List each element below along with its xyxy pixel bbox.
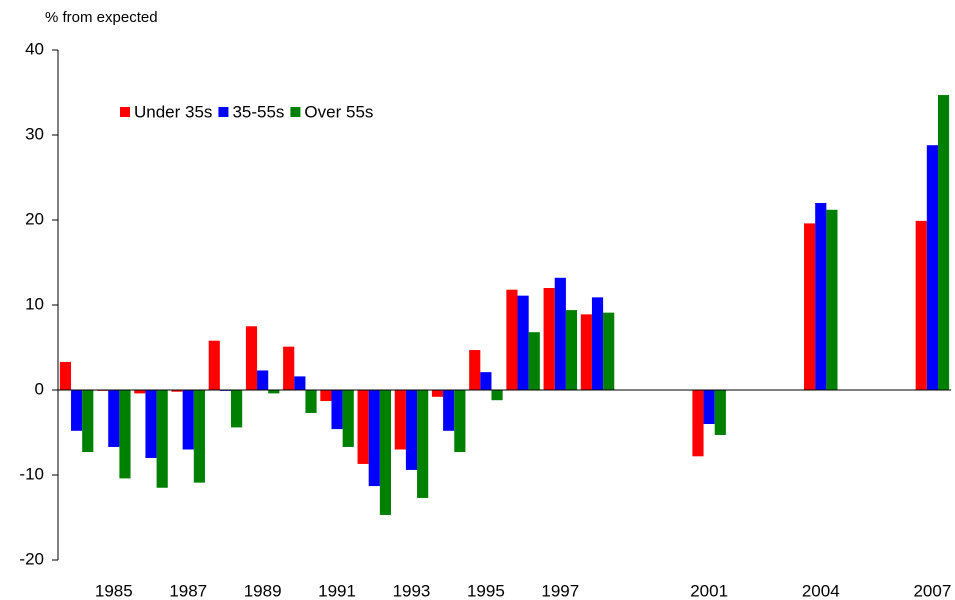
bar — [320, 390, 332, 402]
y-tick-label: 30 — [25, 124, 44, 143]
bar — [506, 289, 518, 390]
bar — [156, 390, 168, 488]
x-tick-label: 1987 — [169, 581, 207, 600]
bar — [145, 390, 157, 458]
bar — [82, 390, 94, 453]
bar — [565, 310, 578, 390]
y-tick-label: 10 — [25, 294, 44, 313]
bar — [193, 390, 205, 483]
x-tick-label: 1997 — [541, 581, 579, 600]
x-tick-label: 2004 — [802, 581, 840, 600]
legend-swatch — [290, 107, 301, 117]
bar — [171, 390, 183, 392]
y-tick-label: 40 — [25, 39, 44, 58]
bar — [71, 390, 83, 431]
x-tick-label: 1991 — [318, 581, 356, 600]
bar — [603, 312, 615, 390]
y-axis-title: % from expected — [45, 9, 158, 26]
legend-label: Over 55s — [304, 102, 373, 121]
x-tick-label: 2007 — [913, 581, 951, 600]
legend-label: Under 35s — [134, 102, 212, 121]
legend-label: 35-55s — [232, 102, 284, 121]
bar — [231, 390, 243, 428]
bar — [134, 390, 146, 394]
bar — [491, 390, 503, 401]
bar — [517, 295, 529, 390]
bar — [394, 390, 406, 450]
bar — [331, 390, 343, 430]
bar — [368, 390, 380, 487]
bar — [714, 390, 726, 436]
bar — [443, 390, 455, 431]
bar — [543, 288, 555, 390]
bar — [417, 390, 429, 498]
legend-swatch — [120, 107, 130, 117]
y-tick-label: 20 — [25, 209, 44, 228]
bar — [554, 277, 566, 390]
bar — [379, 390, 392, 515]
legend-swatch — [218, 107, 229, 117]
bar — [245, 326, 258, 390]
bar — [431, 390, 444, 397]
bar — [182, 390, 194, 450]
bar — [703, 390, 715, 424]
bar — [580, 314, 592, 390]
x-tick-label: 2001 — [690, 581, 728, 600]
y-tick-label: 0 — [35, 379, 44, 398]
y-tick-label: -20 — [19, 549, 44, 568]
bar — [305, 390, 317, 413]
bar — [591, 297, 604, 390]
bar — [283, 346, 295, 390]
bar — [268, 390, 280, 394]
bar — [915, 220, 927, 390]
bar — [208, 340, 220, 390]
bar — [937, 95, 950, 391]
bar — [357, 390, 369, 464]
bar — [804, 223, 816, 390]
y-tick-label: -10 — [19, 464, 44, 483]
bar — [59, 361, 72, 390]
bar — [826, 209, 838, 390]
x-tick-label: 1993 — [393, 581, 431, 600]
bar — [119, 390, 131, 479]
bar — [454, 390, 466, 453]
bar — [815, 203, 827, 390]
bar — [108, 390, 120, 447]
bar — [405, 390, 418, 470]
bar — [528, 332, 540, 390]
bar — [926, 145, 938, 390]
x-tick-label: 1995 — [467, 581, 505, 600]
bar — [692, 390, 704, 457]
bar — [342, 390, 354, 447]
x-tick-label: 1985 — [95, 581, 133, 600]
bar — [257, 370, 269, 390]
bar — [294, 376, 306, 390]
bar — [469, 350, 481, 390]
bar — [480, 372, 492, 390]
x-tick-label: 1989 — [244, 581, 282, 600]
